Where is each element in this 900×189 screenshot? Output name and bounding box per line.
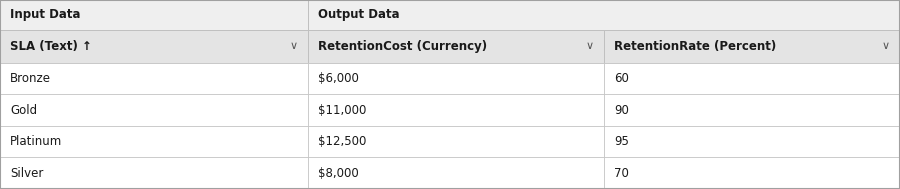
- Text: ∨: ∨: [881, 41, 890, 51]
- Bar: [604, 126, 900, 157]
- Text: $11,000: $11,000: [318, 104, 366, 117]
- Bar: [0, 94, 308, 126]
- Text: $12,500: $12,500: [318, 135, 366, 148]
- Bar: [308, 126, 604, 157]
- Bar: [604, 157, 900, 189]
- Text: RetentionCost (Currency): RetentionCost (Currency): [318, 40, 487, 53]
- Bar: [0, 126, 308, 157]
- Bar: [0, 157, 308, 189]
- Text: Bronze: Bronze: [10, 72, 51, 85]
- Text: ∨: ∨: [585, 41, 594, 51]
- Bar: [604, 63, 900, 94]
- Text: 70: 70: [614, 167, 629, 180]
- Bar: [308, 94, 604, 126]
- Text: SLA (Text) ↑: SLA (Text) ↑: [10, 40, 92, 53]
- Text: 90: 90: [614, 104, 629, 117]
- Bar: [308, 157, 604, 189]
- Text: ∨: ∨: [289, 41, 298, 51]
- Text: Platinum: Platinum: [10, 135, 62, 148]
- Text: $6,000: $6,000: [318, 72, 358, 85]
- Bar: [0, 63, 308, 94]
- Bar: [308, 63, 604, 94]
- Bar: [604, 94, 900, 126]
- Bar: [308, 0, 900, 30]
- Bar: [0, 0, 308, 30]
- Bar: [604, 30, 900, 63]
- Text: Silver: Silver: [10, 167, 43, 180]
- Text: $8,000: $8,000: [318, 167, 358, 180]
- Text: 60: 60: [614, 72, 629, 85]
- Text: Gold: Gold: [10, 104, 37, 117]
- Text: Output Data: Output Data: [318, 9, 400, 21]
- Bar: [0, 30, 308, 63]
- Text: Input Data: Input Data: [10, 9, 80, 21]
- Text: 95: 95: [614, 135, 629, 148]
- Text: RetentionRate (Percent): RetentionRate (Percent): [614, 40, 776, 53]
- Bar: [308, 30, 604, 63]
